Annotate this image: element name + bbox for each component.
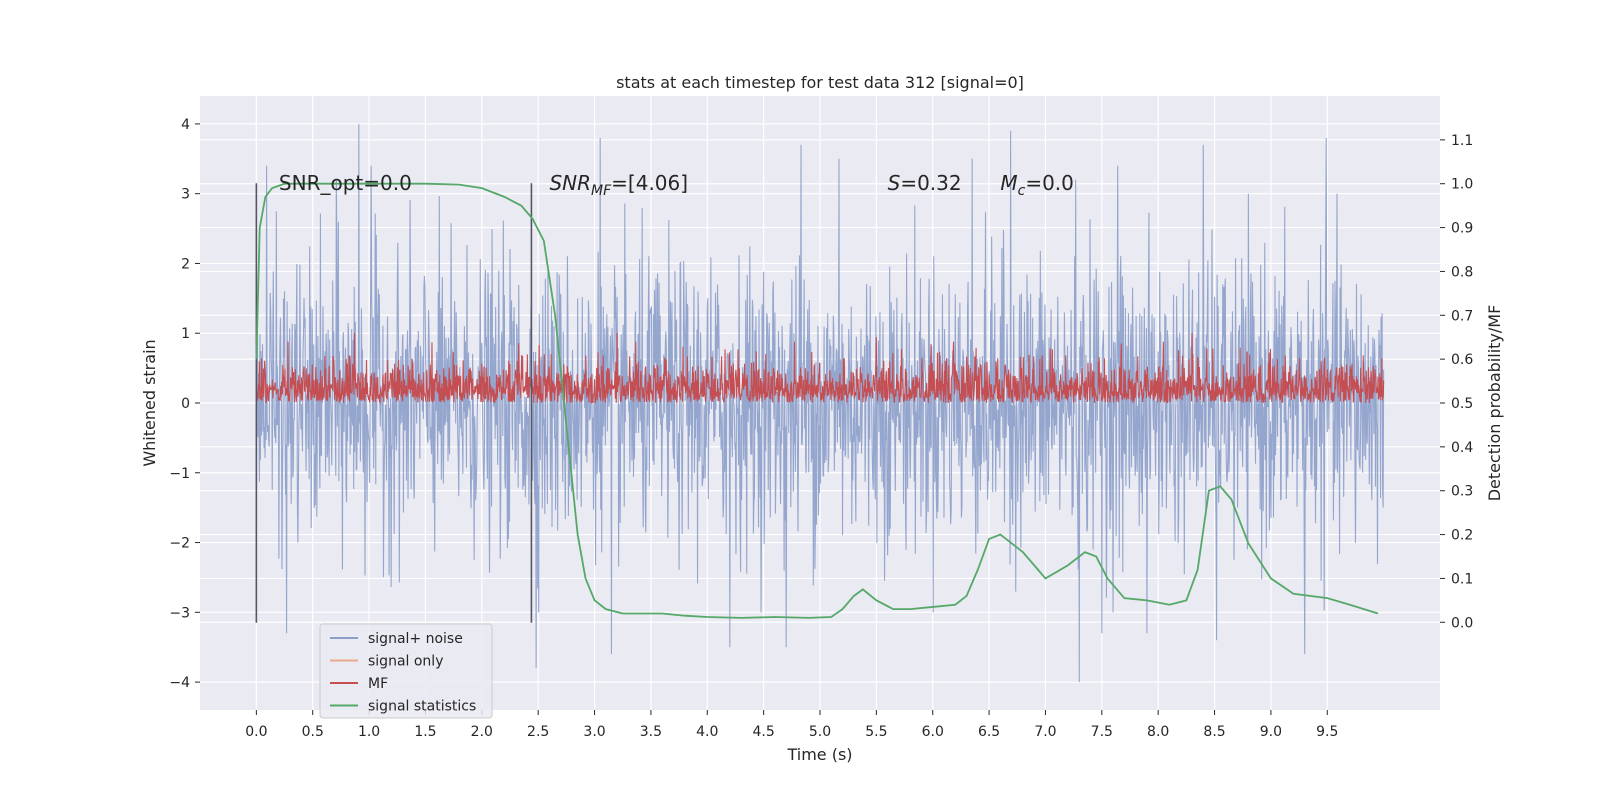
x-tick-label: 1.5: [414, 724, 436, 740]
y-right-tick-label: 0.1: [1451, 571, 1473, 587]
y-left-tick-label: 2: [181, 256, 190, 272]
y-left-tick-label: −4: [169, 675, 190, 691]
x-tick-label: 8.0: [1147, 724, 1169, 740]
y-left-tick-label: 0: [181, 396, 190, 412]
axes: 0.0 0.5 1.0 1.5 2.0 2.5 3.0 3.5 4.0 4.5 5.0 5.5 6.0 6…: [169, 117, 1473, 740]
legend-label: MF: [368, 676, 388, 692]
x-tick-label: 7.5: [1091, 724, 1113, 740]
y-right-tick-label: 0.9: [1451, 221, 1473, 237]
legend-box: [319, 623, 493, 719]
y-left-tick-label: −3: [169, 605, 190, 621]
x-tick-label: 3.5: [640, 724, 662, 740]
y-right-tick-label: 1.0: [1451, 177, 1473, 193]
y-right-tick-label: 0.6: [1451, 352, 1473, 368]
y-right-tick-label: 0.4: [1451, 440, 1473, 456]
x-tick-label: 1.0: [358, 724, 380, 740]
legend-label: signal statistics: [368, 699, 476, 715]
x-tick-label: 8.5: [1203, 724, 1225, 740]
y-right-tick-label: 0.3: [1451, 484, 1473, 500]
y-right-tick-label: 1.1: [1451, 133, 1473, 149]
y-left-tick-label: −1: [169, 466, 190, 482]
x-tick-label: 7.0: [1034, 724, 1056, 740]
x-tick-label: 9.0: [1260, 724, 1282, 740]
y-right-tick-label: 0.8: [1451, 264, 1473, 280]
x-tick-label: 2.5: [527, 724, 549, 740]
y-right-tick-label: 0.2: [1451, 528, 1473, 544]
x-tick-label: 5.0: [809, 724, 831, 740]
x-tick-label: 6.0: [922, 724, 944, 740]
legend: signal+ noise signal only MF signal statist…: [319, 623, 493, 719]
x-tick-label: 3.0: [583, 724, 605, 740]
data-layer: [255, 123, 1385, 683]
x-tick-label: 9.5: [1316, 724, 1338, 740]
x-tick-label: 2.0: [471, 724, 493, 740]
y-axis-label-left: Whitened strain: [140, 339, 159, 466]
annotation-text: SNR_opt=0.0: [279, 171, 412, 195]
y-left-tick-label: 4: [181, 117, 190, 133]
y-axis-label-right: Detection probability/MF: [1485, 305, 1504, 502]
x-tick-label: 6.5: [978, 724, 1000, 740]
y-left-tick-label: 1: [181, 326, 190, 342]
series-mf: [255, 332, 1385, 405]
series-signal-statistics: [255, 182, 1379, 619]
legend-label: signal+ noise: [368, 631, 463, 647]
annotation-text: SNRMF=[4.06]: [549, 171, 688, 199]
chart-title: stats at each timestep for test data 312…: [616, 73, 1024, 92]
x-tick-label: 4.0: [696, 724, 718, 740]
annotations: SNR_opt=0.0 SNRMF=[4.06] S=0.32 Mc=0.0: [279, 171, 1074, 199]
y-right-tick-label: 0.5: [1451, 396, 1473, 412]
annotation-text: Mc=0.0: [1000, 171, 1074, 199]
x-tick-label: 4.5: [753, 724, 775, 740]
y-right-tick-label: 0.7: [1451, 308, 1473, 324]
x-tick-label: 5.5: [865, 724, 887, 740]
y-right-tick-label: 0.0: [1451, 615, 1473, 631]
x-tick-label: 0.5: [302, 724, 324, 740]
annotation-text: S=0.32: [888, 171, 962, 195]
y-left-tick-label: −2: [169, 536, 190, 552]
y-left-tick-label: 3: [181, 187, 190, 203]
x-axis-label: Time (s): [786, 745, 852, 764]
x-tick-label: 0.0: [245, 724, 267, 740]
legend-label: signal only: [368, 654, 443, 670]
